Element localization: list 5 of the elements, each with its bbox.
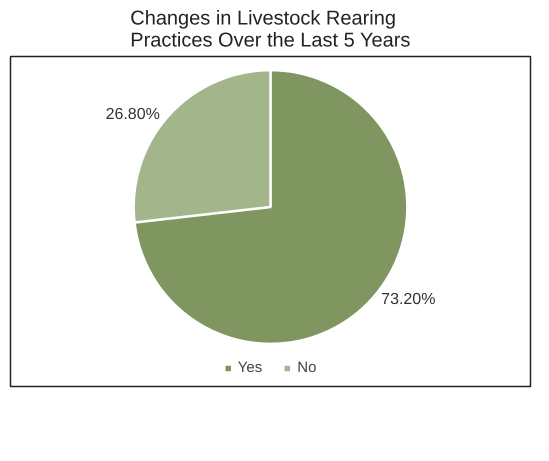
data-label: 26.80% (106, 106, 160, 123)
data-label: 73.20% (381, 291, 436, 308)
chart-title: Changes in Livestock Rearing Practices Over the Last 5 Years (130, 8, 410, 52)
legend-label: No (297, 359, 318, 376)
legend-label: Yes (238, 359, 262, 376)
